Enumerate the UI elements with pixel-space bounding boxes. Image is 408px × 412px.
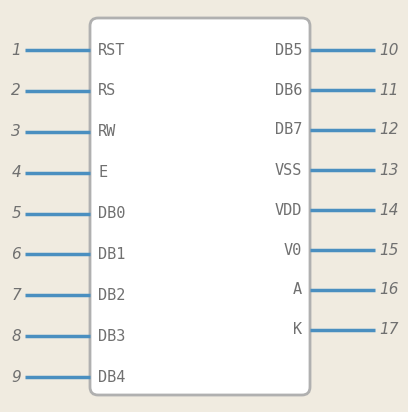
Text: 11: 11: [379, 82, 399, 98]
Text: A: A: [293, 283, 302, 297]
Text: 6: 6: [11, 247, 21, 262]
Text: 5: 5: [11, 206, 21, 221]
Text: DB6: DB6: [275, 82, 302, 98]
Text: 14: 14: [379, 203, 399, 218]
Text: 4: 4: [11, 165, 21, 180]
Text: 16: 16: [379, 283, 399, 297]
Text: DB3: DB3: [98, 329, 125, 344]
Text: 13: 13: [379, 162, 399, 178]
Text: 17: 17: [379, 323, 399, 337]
Text: DB7: DB7: [275, 122, 302, 138]
Text: DB5: DB5: [275, 42, 302, 58]
Text: 12: 12: [379, 122, 399, 138]
Text: 3: 3: [11, 124, 21, 139]
Text: 1: 1: [11, 42, 21, 58]
Text: 9: 9: [11, 370, 21, 384]
Text: RS: RS: [98, 83, 116, 98]
Text: V0: V0: [284, 243, 302, 258]
Text: 8: 8: [11, 329, 21, 344]
Text: VSS: VSS: [275, 162, 302, 178]
Text: DB0: DB0: [98, 206, 125, 221]
Text: 7: 7: [11, 288, 21, 303]
Text: E: E: [98, 165, 107, 180]
Text: VDD: VDD: [275, 203, 302, 218]
Text: 15: 15: [379, 243, 399, 258]
Text: DB1: DB1: [98, 247, 125, 262]
Text: K: K: [293, 323, 302, 337]
Text: RST: RST: [98, 42, 125, 58]
Text: DB4: DB4: [98, 370, 125, 384]
Text: 2: 2: [11, 83, 21, 98]
FancyBboxPatch shape: [90, 18, 310, 395]
Text: DB2: DB2: [98, 288, 125, 303]
Text: 10: 10: [379, 42, 399, 58]
Text: RW: RW: [98, 124, 116, 139]
